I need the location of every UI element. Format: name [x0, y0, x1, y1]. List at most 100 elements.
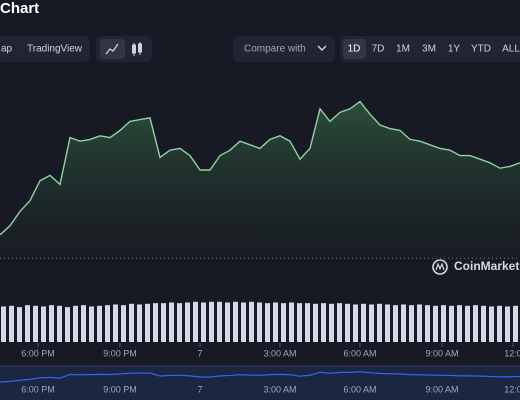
- volume-bar: [217, 301, 222, 342]
- range-button[interactable]: YTD: [471, 44, 491, 55]
- navigator-tick-label: 9:00 PM: [103, 384, 137, 394]
- x-tick-label: 12:0: [504, 348, 520, 358]
- volume-bar: [225, 302, 230, 342]
- volume-bar: [329, 303, 334, 342]
- navigator-tick-label: 7: [197, 384, 202, 394]
- price-line: [0, 100, 520, 236]
- x-tick-label: 9:00 AM: [425, 348, 458, 358]
- area: [0, 101, 520, 260]
- volume-bar: [273, 302, 278, 342]
- chevron: [317, 45, 327, 52]
- volume-bar: [417, 304, 422, 342]
- navigator-tick-label: 3:00 AM: [263, 384, 296, 394]
- range-selected: [343, 39, 366, 59]
- volume-bar: [345, 303, 350, 342]
- watermark: CoinMarketC: [454, 259, 520, 273]
- volume-bar: [513, 305, 518, 342]
- volume-bar: [73, 305, 78, 342]
- volume-bar: [473, 305, 478, 342]
- volume-bar: [257, 302, 262, 342]
- compare-dropdown[interactable]: [233, 36, 335, 62]
- volume-bar: [401, 304, 406, 342]
- line-icon: [105, 43, 119, 55]
- volume-bar: [241, 302, 246, 342]
- volume-bar: [33, 305, 38, 342]
- volume-bar: [297, 303, 302, 342]
- volume-bar: [137, 304, 142, 342]
- volume-bar: [353, 304, 358, 342]
- volume-bar: [289, 302, 294, 342]
- navigator: [0, 366, 520, 400]
- x-tick-label: 6:00 AM: [343, 348, 376, 358]
- x-tick-label: 9:00 PM: [103, 348, 137, 358]
- volume-bar: [41, 306, 46, 342]
- volume-bar: [505, 306, 510, 342]
- volume-bar: [89, 306, 94, 342]
- range-button[interactable]: 1Y: [448, 44, 461, 55]
- volume-bar: [385, 304, 390, 342]
- navigator-line: [0, 371, 520, 383]
- watermark-logo-mark: [435, 262, 445, 271]
- view-button[interactable]: TradingView: [27, 44, 83, 55]
- volume-bar: [425, 305, 430, 342]
- volume-bar: [409, 305, 414, 342]
- range-button[interactable]: ALL: [502, 44, 520, 55]
- range-button[interactable]: 3M: [422, 44, 436, 55]
- compare-label: Compare with: [244, 44, 306, 55]
- view-group: [0, 36, 90, 62]
- volume-bar: [249, 301, 254, 342]
- volume-bar: [185, 302, 190, 342]
- x-tick-label: 7: [197, 348, 202, 358]
- volume-bar: [113, 304, 118, 342]
- volume-bar: [305, 303, 310, 342]
- navigator-tick-label: 12:0: [504, 384, 520, 394]
- volume-bar: [361, 303, 366, 342]
- volume-bar: [9, 305, 14, 342]
- range-button[interactable]: 1M: [396, 44, 410, 55]
- volume-bar: [121, 305, 126, 342]
- volume-bar: [393, 305, 398, 342]
- title: Chart: [0, 0, 39, 17]
- range-button[interactable]: 7D: [372, 44, 385, 55]
- volume-bar: [49, 305, 54, 342]
- navigator-tick-label: 6:00 PM: [21, 384, 55, 394]
- navigator-tick-label: 9:00 AM: [425, 384, 458, 394]
- volume-bar: [489, 306, 494, 342]
- volume-bar: [17, 307, 22, 342]
- volume-bar: [321, 303, 326, 342]
- volume-bar: [65, 307, 70, 342]
- volume-bar: [457, 305, 462, 342]
- candle-icon[interactable]: [132, 42, 142, 56]
- volume-bar: [337, 303, 342, 342]
- volume-bar: [265, 303, 270, 342]
- volume-bar: [129, 303, 134, 342]
- range-button[interactable]: 1D: [348, 44, 361, 55]
- volume-bar: [1, 306, 6, 342]
- x-tick-label: 3:00 AM: [263, 348, 296, 358]
- volume-bar: [105, 305, 110, 342]
- volume-bar: [465, 305, 470, 342]
- volume-bar: [233, 301, 238, 342]
- line-type-button[interactable]: [100, 39, 125, 59]
- view-button[interactable]: ap: [1, 44, 13, 55]
- navigator-tick-label: 6:00 AM: [343, 384, 376, 394]
- volume-bar: [81, 305, 86, 342]
- volume-bar: [97, 305, 102, 342]
- volume-bar: [449, 305, 454, 342]
- volume-bar: [201, 302, 206, 342]
- volume-bar: [313, 303, 318, 342]
- volume-bar: [57, 305, 62, 342]
- volume-bar: [377, 303, 382, 342]
- volume-bar: [497, 305, 502, 342]
- volume-bar: [25, 305, 30, 342]
- volume-bar: [161, 303, 166, 342]
- range-group: [340, 36, 520, 62]
- volume-bar: [209, 301, 214, 342]
- x-tick-label: 6:00 PM: [21, 348, 55, 358]
- volume-bar: [153, 303, 158, 342]
- volume-bar: [433, 305, 438, 342]
- volume-bar: [481, 305, 486, 342]
- volume-bar: [281, 303, 286, 342]
- volume-bar: [193, 301, 198, 342]
